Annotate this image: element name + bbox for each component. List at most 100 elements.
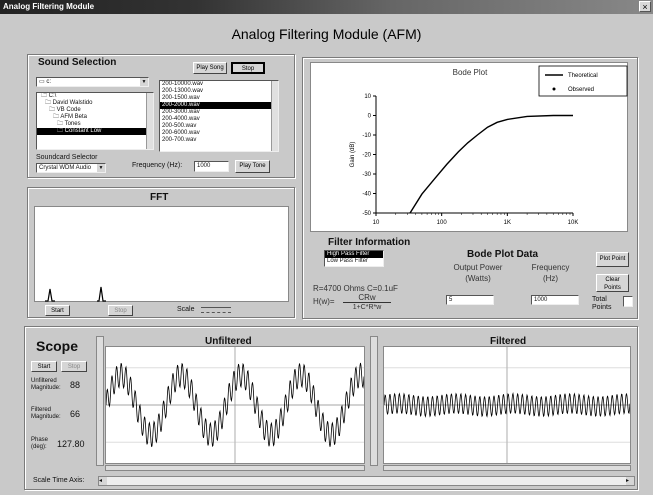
filtered-signal xyxy=(383,392,631,418)
folder-item[interactable]: 🗀 David Walstido xyxy=(45,100,93,106)
x-tick-label: 100 xyxy=(437,220,448,226)
filtered-scope-display xyxy=(383,346,631,464)
transfer-function-numerator: CRw xyxy=(343,293,391,303)
file-item[interactable]: 200-6000.wav xyxy=(162,130,200,136)
unfiltered-magnitude-label: Unfiltered Magnitude: xyxy=(31,378,61,391)
scope-stop-button[interactable]: Stop xyxy=(61,361,87,372)
filter-option-low-pass[interactable]: Low Pass Filter xyxy=(327,258,369,264)
file-item[interactable]: 200-1500.wav xyxy=(162,95,200,101)
frequency-input[interactable]: 1000 xyxy=(194,161,229,172)
frequency-data-label: Frequency xyxy=(531,263,570,272)
scale-time-axis-scrollbar[interactable]: ◂ ▸ xyxy=(98,476,635,486)
drive-value: c: xyxy=(46,79,52,85)
file-scrollbar[interactable] xyxy=(271,81,278,151)
frequency-label: Frequency (Hz): xyxy=(132,162,183,169)
unfiltered-scope-display xyxy=(105,346,365,464)
filtered-waveform xyxy=(383,347,631,463)
y-tick-label: -30 xyxy=(362,172,371,178)
file-item[interactable]: 200-2000.wav xyxy=(160,102,278,109)
stop-song-button[interactable]: Stop xyxy=(231,62,265,74)
fft-spectrum xyxy=(45,286,106,302)
folder-item[interactable]: 🗀 AFM Beta xyxy=(53,114,88,120)
output-power-input[interactable]: 5 xyxy=(446,295,494,305)
legend-observed-marker xyxy=(552,87,556,91)
frequency-data-input[interactable]: 1000 xyxy=(531,295,579,305)
filtered-vertical-scroll[interactable] xyxy=(370,336,378,466)
y-tick-label: -10 xyxy=(362,133,371,139)
scroll-left-icon[interactable]: ◂ xyxy=(99,477,107,485)
bode-plot-area: Bode Plot 10 0 -10 -20 -30 -40 -50 10 100 1K 10K Gai… xyxy=(310,62,628,232)
main-title: Analog Filtering Module (AFM) xyxy=(231,26,422,42)
y-tick-label: -20 xyxy=(362,153,371,159)
play-song-button[interactable]: Play Song xyxy=(193,62,227,74)
folder-item-selected[interactable]: 🗀 Constant Low xyxy=(37,128,153,135)
folder-item[interactable]: 🗀 C:\ xyxy=(41,93,57,99)
file-item[interactable]: 200-13000.wav xyxy=(162,88,204,94)
sound-selection-title: Sound Selection xyxy=(38,57,117,68)
total-points-field xyxy=(623,296,633,307)
phase-value: 127.80 xyxy=(57,439,85,449)
legend-theoretical-label: Theoretical xyxy=(568,73,598,79)
y-tick-label: 10 xyxy=(364,94,371,100)
fft-stop-button[interactable]: Stop xyxy=(108,305,133,316)
filtered-title: Filtered xyxy=(490,336,527,347)
watts-label: (Watts) xyxy=(465,274,491,283)
filtered-magnitude-label: Filtered Magnitude: xyxy=(31,407,61,420)
y-tick-label: -50 xyxy=(362,211,371,217)
unfiltered-signal xyxy=(105,362,365,448)
file-item[interactable]: 200-4000.wav xyxy=(162,116,200,122)
soundcard-label: Soundcard Selector xyxy=(36,154,98,161)
soundcard-value: Crystal WDM Audio xyxy=(39,165,92,171)
y-tick-label: 0 xyxy=(368,114,372,120)
x-tick-label: 10 xyxy=(373,220,380,226)
chevron-down-icon: ▼ xyxy=(140,78,148,86)
bode-title: Bode Plot xyxy=(453,68,488,77)
clear-points-button[interactable]: Clear Points xyxy=(596,274,629,292)
drive-icon: ▭ xyxy=(39,79,45,85)
filter-option-high-pass[interactable]: High Pass Filter xyxy=(325,251,383,258)
drive-select[interactable]: ▭ c: ▼ xyxy=(36,77,149,87)
fft-display xyxy=(34,206,289,302)
unfiltered-title: Unfiltered xyxy=(205,336,252,347)
chevron-down-icon: ▼ xyxy=(97,164,105,172)
unfiltered-horizontal-scroll[interactable] xyxy=(105,465,365,471)
file-item[interactable]: 200-700.wav xyxy=(162,137,197,143)
plot-point-button[interactable]: Plot Point xyxy=(596,252,629,267)
scroll-right-icon[interactable]: ▸ xyxy=(626,477,634,485)
scope-start-button[interactable]: Start xyxy=(31,361,57,372)
folder-scrollbar[interactable] xyxy=(146,93,153,149)
fft-scale-label: Scale xyxy=(177,306,195,313)
soundcard-select[interactable]: Crystal WDM Audio ▼ xyxy=(36,163,106,173)
bode-data-title: Bode Plot Data xyxy=(467,249,539,260)
folder-item[interactable]: 🗀 VB Code xyxy=(49,107,81,113)
folder-item[interactable]: 🗀 Tones xyxy=(57,121,81,127)
fft-start-button[interactable]: Start xyxy=(45,305,70,316)
file-item[interactable]: 200-10000.wav xyxy=(162,81,204,87)
fft-title: FFT xyxy=(150,192,169,203)
unfiltered-magnitude-value: 88 xyxy=(70,380,81,390)
window-titlebar: Analog Filtering Module xyxy=(0,0,653,14)
unfiltered-vertical-scroll[interactable] xyxy=(96,336,104,466)
folder-list[interactable]: 🗀 C:\ 🗀 David Walstido 🗀 VB Code 🗀 AFM B… xyxy=(36,92,154,150)
close-button[interactable]: × xyxy=(639,1,651,12)
file-list[interactable]: 200-10000.wav 200-13000.wav 200-1500.wav 20… xyxy=(159,80,279,152)
bode-legend xyxy=(538,65,628,97)
fft-scale-slider[interactable] xyxy=(201,307,231,313)
scale-time-axis-label: Scale Time Axis: xyxy=(33,477,85,484)
file-item[interactable]: 200-500.wav xyxy=(162,123,197,129)
output-power-label: Output Power xyxy=(453,263,503,272)
x-tick-label: 1K xyxy=(504,220,511,226)
file-item[interactable]: 200-3000.wav xyxy=(162,109,200,115)
legend-observed-label: Observed xyxy=(568,87,594,93)
theoretical-series-line xyxy=(409,114,573,214)
play-tone-button[interactable]: Play Tone xyxy=(235,160,270,173)
filter-info-title: Filter Information xyxy=(328,237,411,248)
y-axis-label: Gain (dB) xyxy=(350,142,356,168)
filter-type-list[interactable]: High Pass Filter Low Pass Filter xyxy=(324,250,384,267)
y-tick-label: -40 xyxy=(362,192,371,198)
filter-params: R=4700 Ohms C=0.1uF xyxy=(313,284,398,293)
phase-label: Phase (deg): xyxy=(31,437,49,450)
filtered-horizontal-scroll[interactable] xyxy=(383,465,631,471)
x-tick-label: 10K xyxy=(568,220,579,226)
